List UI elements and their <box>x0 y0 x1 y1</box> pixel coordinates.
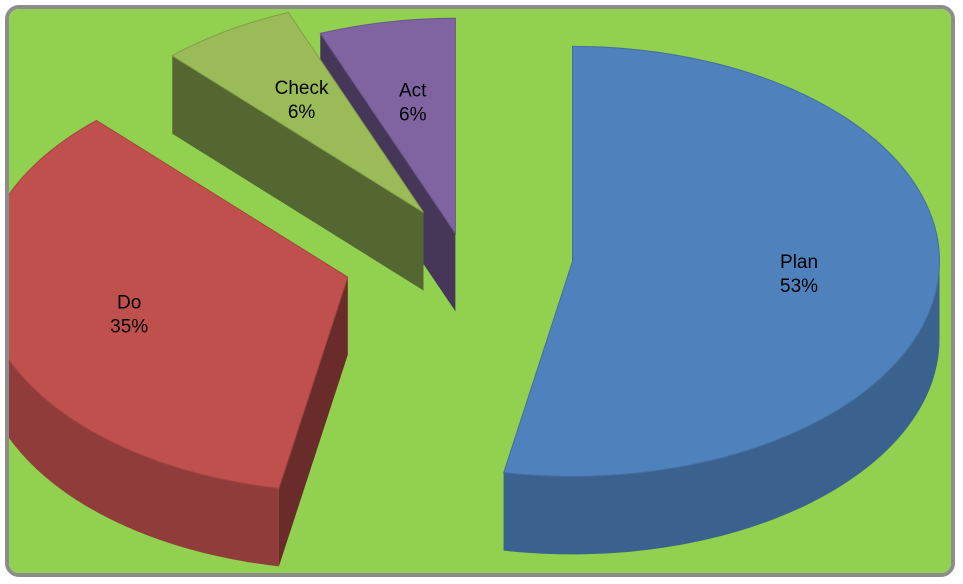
slice-wall-do-0 <box>278 277 348 567</box>
slice-wall-check-0 <box>172 55 424 291</box>
slice-name-act: Act <box>399 80 427 101</box>
slice-name-plan: Plan <box>780 252 818 273</box>
slice-labels: Plan 53% Do 35% Check 6% Act 6% <box>110 78 818 337</box>
slice-label-check: Check 6% <box>275 78 329 123</box>
slice-label-plan: Plan 53% <box>780 252 818 297</box>
slice-value-check: 6% <box>288 102 316 123</box>
slice-label-do: Do 35% <box>110 292 148 337</box>
slice-name-do: Do <box>117 292 141 313</box>
slice-do <box>9 119 349 489</box>
slice-check <box>171 11 424 213</box>
slice-value-plan: 53% <box>780 276 818 297</box>
slice-rim-do-0 <box>9 359 279 567</box>
chart-frame: Plan 53% Do 35% Check 6% Act 6% <box>5 5 955 577</box>
slice-label-act: Act 6% <box>399 80 427 125</box>
slice-value-do: 35% <box>110 316 148 337</box>
slice-value-act: 6% <box>399 104 427 125</box>
pie-chart: Plan 53% Do 35% Check 6% Act 6% <box>9 9 951 573</box>
slice-tops <box>9 11 940 489</box>
slice-rim-plan-0 <box>503 261 940 555</box>
slice-act <box>319 17 456 235</box>
slice-plan <box>503 45 940 477</box>
slice-name-check: Check <box>275 78 329 99</box>
